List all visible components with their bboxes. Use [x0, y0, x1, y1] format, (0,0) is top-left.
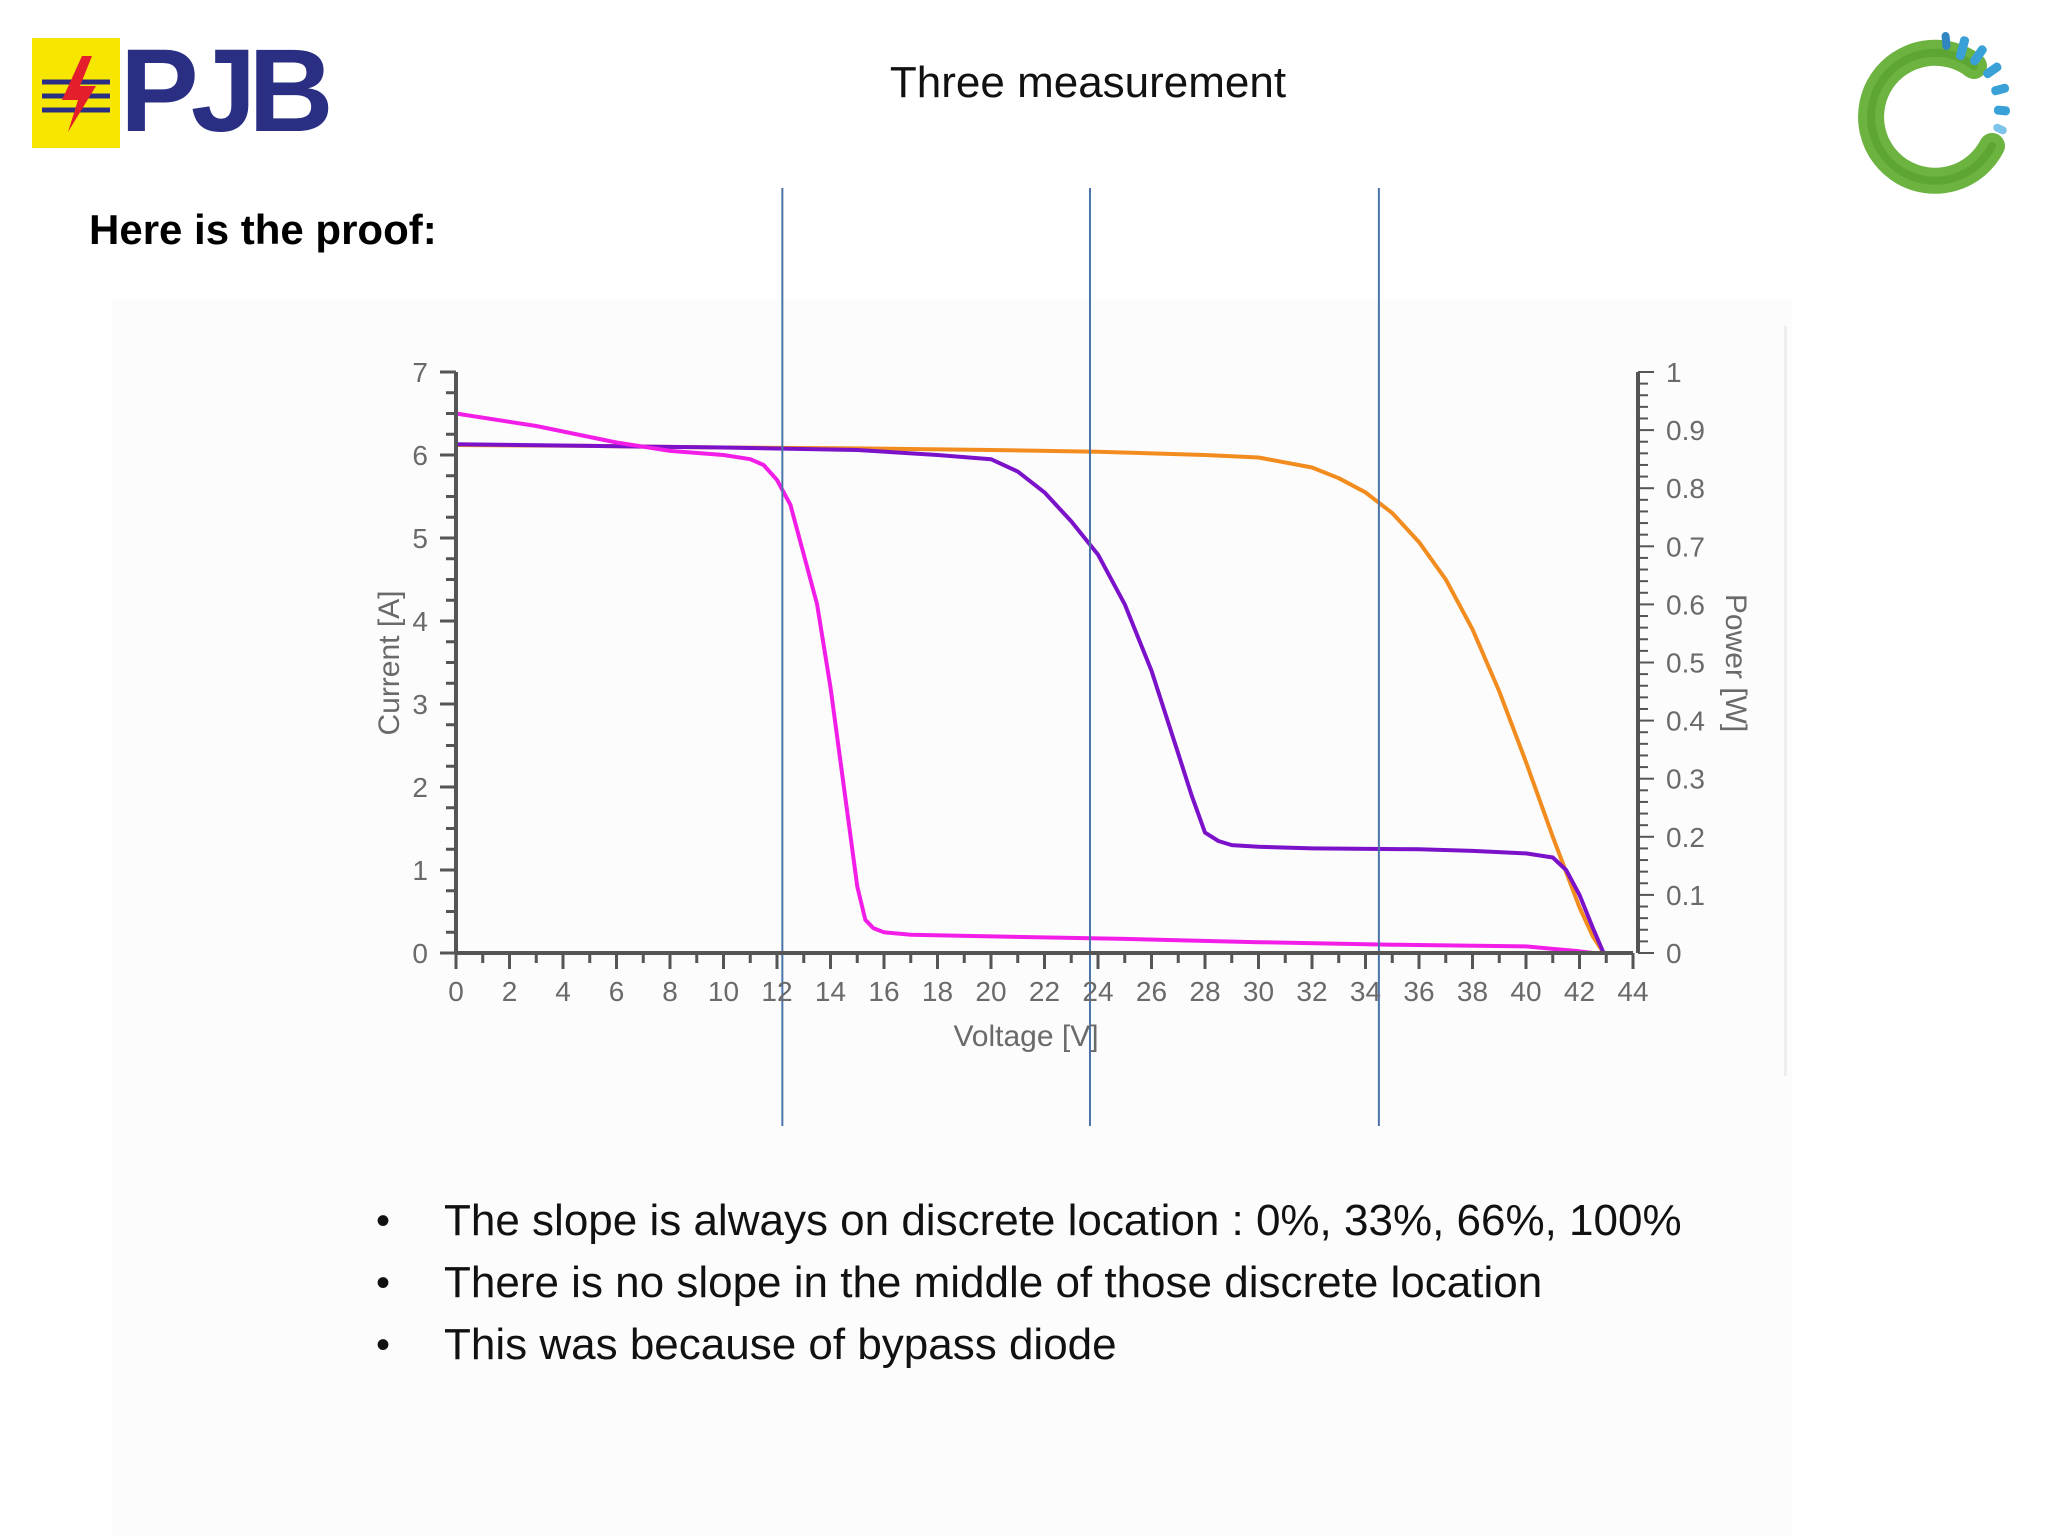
y2-tick-label: 0.8 — [1666, 473, 1705, 504]
y2-tick-label: 0 — [1666, 938, 1682, 969]
bullet-item: • There is no slope in the middle of thos… — [372, 1252, 1682, 1314]
pjb-logo: PJB — [32, 26, 344, 156]
logo-wordmark: PJB — [120, 25, 334, 157]
bullet-text: There is no slope in the middle of those… — [444, 1258, 1543, 1307]
x-tick-label: 34 — [1350, 976, 1381, 1007]
x-tick-label: 32 — [1296, 976, 1327, 1007]
y2-tick-label: 0.7 — [1666, 531, 1705, 562]
chart-frame-edge — [1784, 326, 1787, 1076]
bullet-item: • The slope is always on discrete locatio… — [372, 1190, 1682, 1252]
x-tick-label: 12 — [761, 976, 792, 1007]
bullet-text: The slope is always on discrete location… — [444, 1196, 1682, 1245]
y2-tick-label: 0.6 — [1666, 589, 1705, 620]
x-tick-label: 44 — [1617, 976, 1648, 1007]
slide-subtitle: Here is the proof: — [89, 206, 437, 253]
green-ring-logo — [1858, 32, 2010, 194]
y-tick-label: 5 — [412, 523, 428, 554]
series-line-0 — [455, 443, 1606, 955]
x-tick-label: 8 — [662, 976, 678, 1007]
x-tick-label: 4 — [555, 976, 571, 1007]
x-tick-label: 40 — [1510, 976, 1541, 1007]
y2-tick-label: 0.1 — [1666, 880, 1705, 911]
x-tick-label: 30 — [1243, 976, 1274, 1007]
y-tick-label: 2 — [412, 772, 428, 803]
bullet-list: • The slope is always on discrete locatio… — [372, 1190, 1682, 1376]
bullet-text: This was because of bypass diode — [444, 1320, 1117, 1369]
y-tick-label: 0 — [412, 938, 428, 969]
x-tick-label: 18 — [922, 976, 953, 1007]
x-tick-label: 42 — [1564, 976, 1595, 1007]
x-tick-label: 22 — [1029, 976, 1060, 1007]
x-tick-label: 20 — [975, 976, 1006, 1007]
y2-tick-label: 0.9 — [1666, 415, 1705, 446]
x-tick-label: 10 — [708, 976, 739, 1007]
x-tick-label: 14 — [815, 976, 846, 1007]
x-tick-label: 6 — [609, 976, 625, 1007]
x-tick-label: 36 — [1403, 976, 1434, 1007]
x-tick-label: 28 — [1189, 976, 1220, 1007]
axes: 0 2 4 6 8 10 12 14 16 18 20 22 24 26 28 30 32 34 36 38 40 42 4… — [412, 357, 1705, 1007]
y2-tick-label: 0.5 — [1666, 648, 1705, 679]
x-tick-label: 2 — [502, 976, 518, 1007]
y-tick-label: 7 — [412, 357, 428, 388]
bullet-dot: • — [376, 1199, 391, 1243]
x-tick-label: 24 — [1082, 976, 1113, 1007]
y2-tick-label: 0.4 — [1666, 706, 1705, 737]
y2-tick-label: 1 — [1666, 357, 1682, 388]
y-tick-label: 1 — [412, 855, 428, 886]
x-tick-label: 26 — [1136, 976, 1167, 1007]
bullet-item: • This was because of bypass diode — [372, 1314, 1682, 1376]
y2-tick-label: 0.2 — [1666, 822, 1705, 853]
y-tick-label: 4 — [412, 606, 428, 637]
lightning-bolt-icon — [42, 56, 110, 132]
series-line-1 — [455, 442, 1606, 954]
x-tick-label: 16 — [868, 976, 899, 1007]
y-tick-label: 3 — [412, 689, 428, 720]
series-line-2 — [455, 411, 1594, 955]
y-tick-label: 6 — [412, 440, 428, 471]
x-tick-label: 38 — [1457, 976, 1488, 1007]
y2-axis-label: Power [W] — [1719, 594, 1752, 732]
slide-background — [112, 300, 1792, 1536]
y-axis-label: Current [A] — [373, 590, 406, 735]
vertical-marker-lines — [781, 188, 1380, 1126]
x-axis-label: Voltage [V] — [953, 1020, 1098, 1053]
bullet-dot: • — [376, 1323, 391, 1367]
plot-layer — [455, 411, 1606, 955]
bullet-dot: • — [376, 1261, 391, 1305]
slide-title: Three measurement — [889, 58, 1287, 107]
x-tick-label: 0 — [448, 976, 464, 1007]
y2-tick-label: 0.3 — [1666, 764, 1705, 795]
